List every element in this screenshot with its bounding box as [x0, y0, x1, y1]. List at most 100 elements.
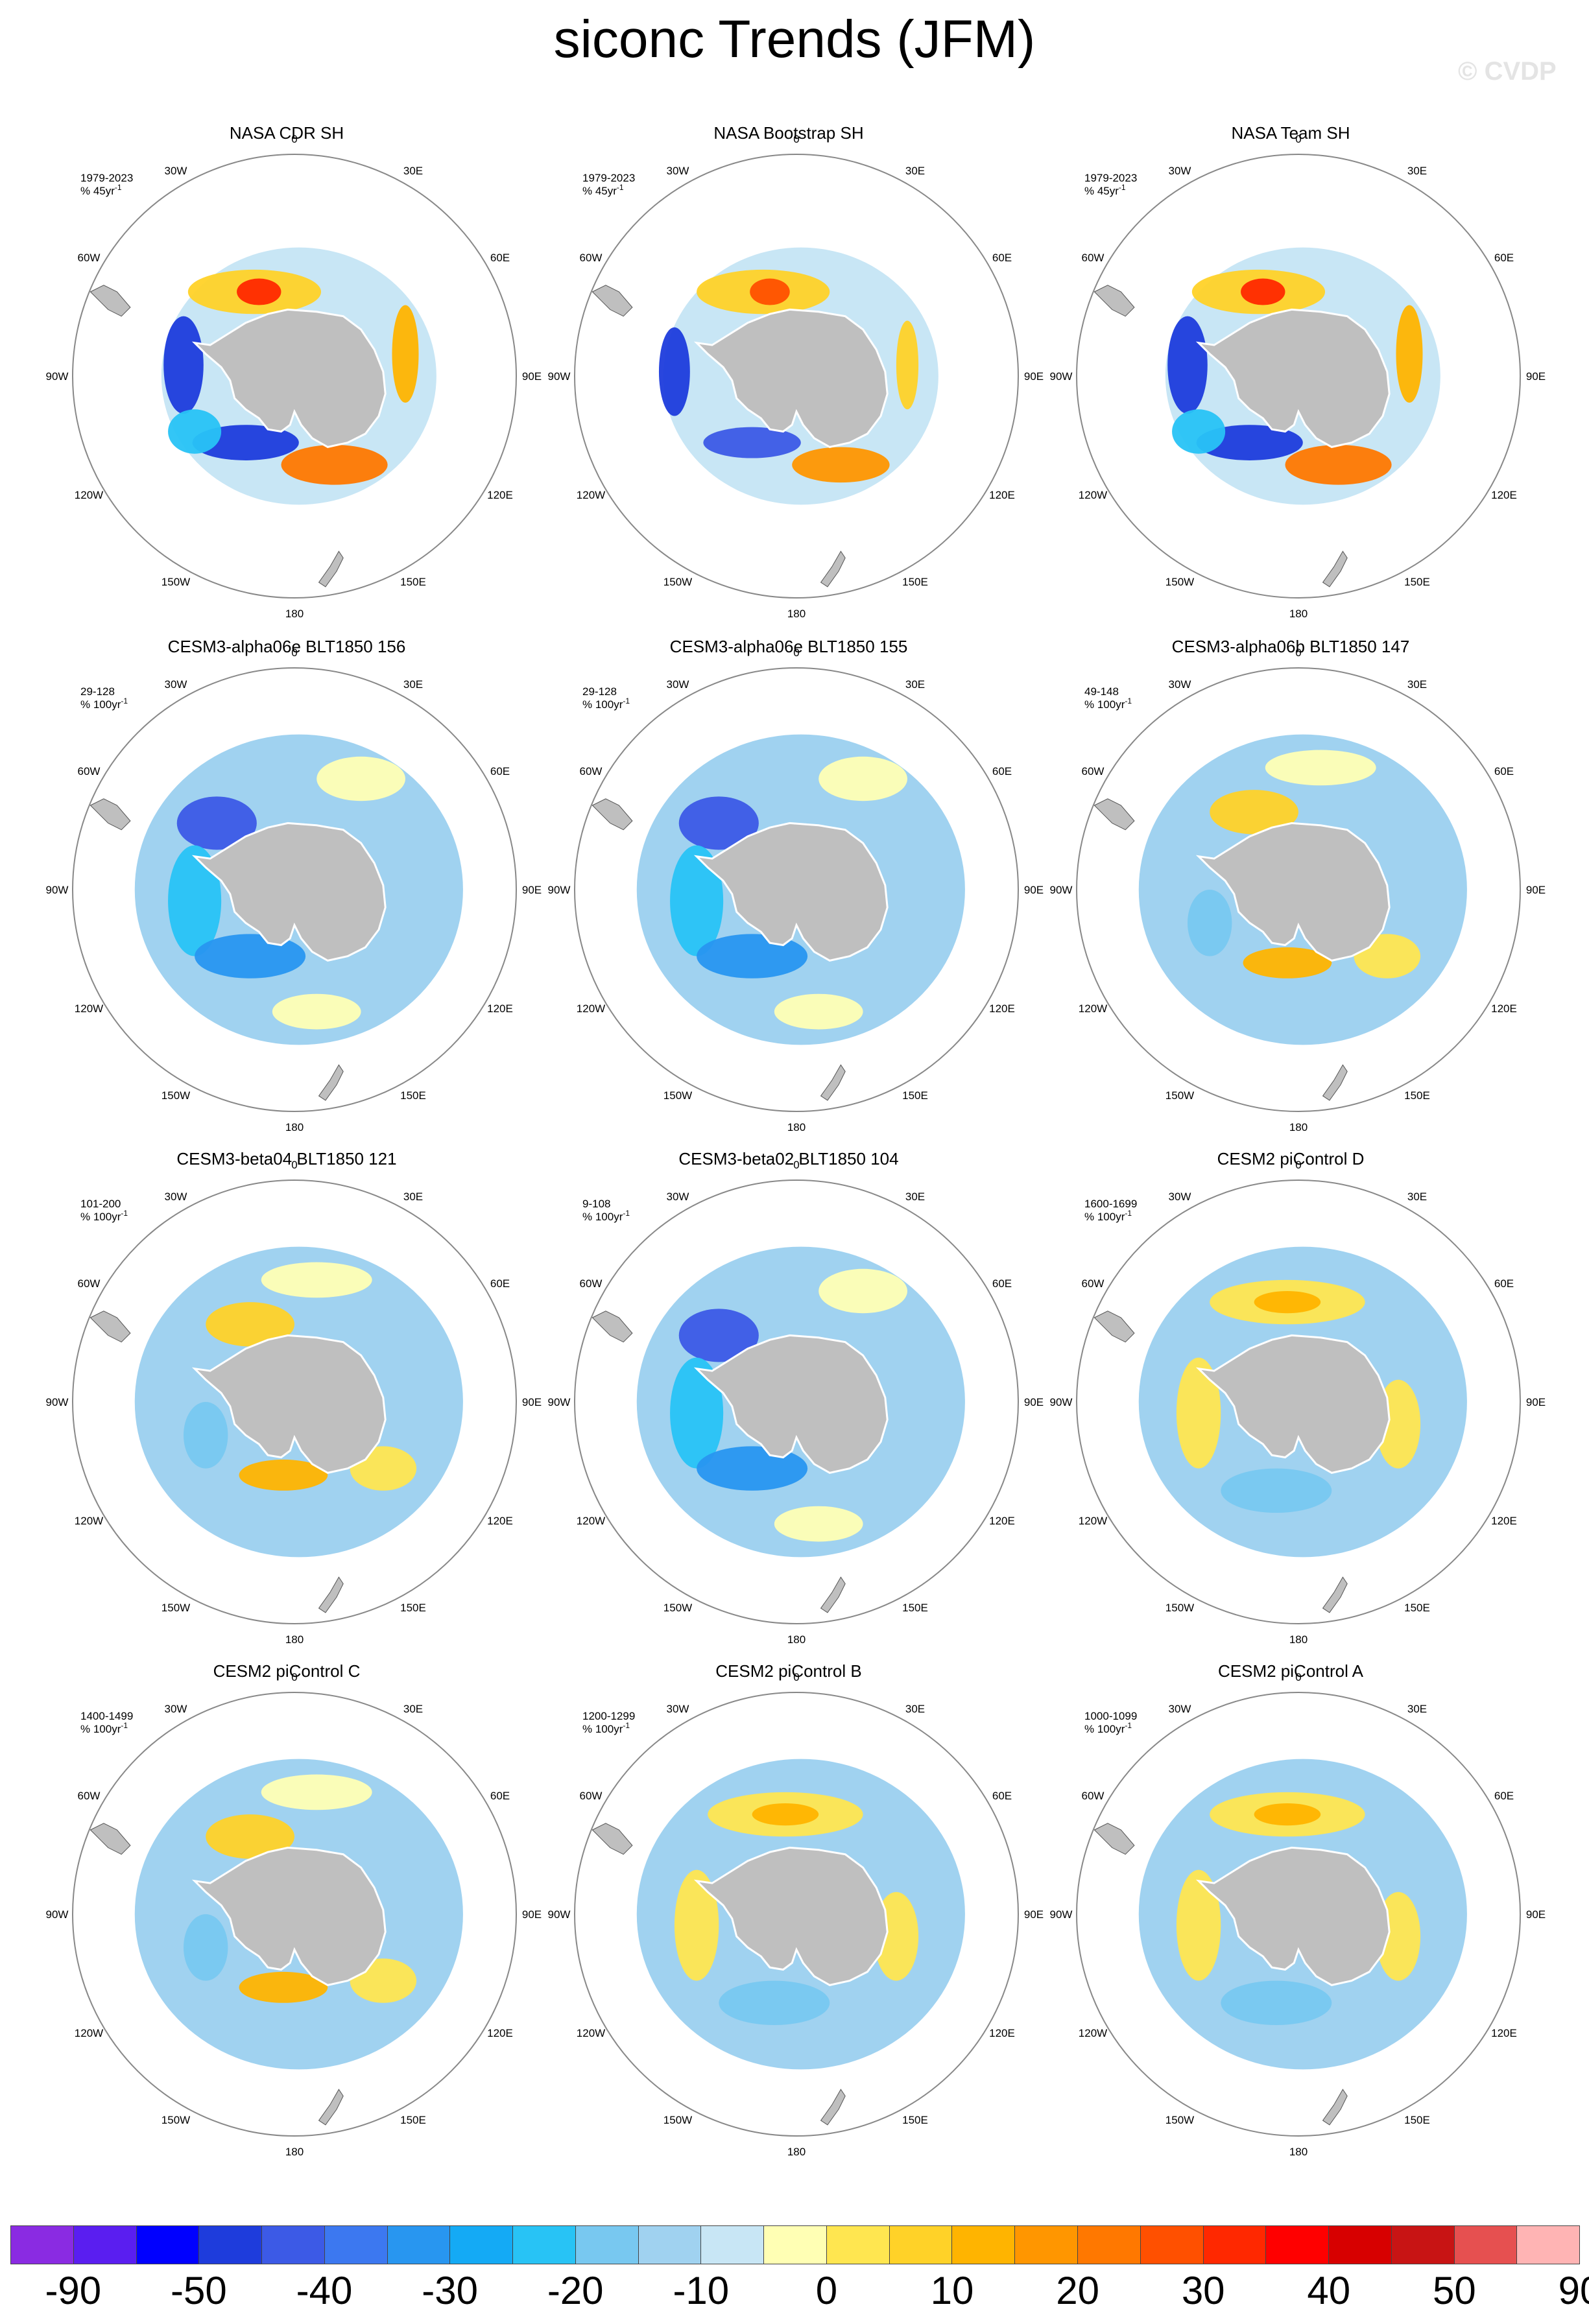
panel-period: 29-128 — [582, 685, 617, 698]
panel-units: % 100yr-1 — [1084, 696, 1132, 711]
trend-region — [1172, 409, 1226, 454]
longitude-label: 60W — [78, 765, 101, 777]
map-panel: CESM2 piControl D 1600-1699% 100yr-1 0 30E 6… — [1050, 1149, 1546, 1646]
panel-period: 1000-1099 — [1084, 1710, 1137, 1722]
trend-region — [206, 1302, 294, 1347]
longitude-label: 120W — [1079, 489, 1107, 501]
longitude-label: 150W — [161, 576, 190, 588]
longitude-label: 120E — [1491, 1515, 1517, 1527]
longitude-label: 180 — [787, 1633, 806, 1646]
trend-region — [392, 305, 419, 403]
longitude-label: 90W — [548, 884, 571, 896]
longitude-label: 150E — [400, 576, 426, 588]
colorbar-box — [826, 2226, 890, 2264]
trend-region — [1210, 790, 1298, 835]
longitude-label: 0 — [793, 1671, 799, 1683]
colorbar-tick-label: 10 — [930, 2269, 974, 2312]
colorbar-tick-label: 40 — [1307, 2269, 1351, 2312]
colorbar-tick-label: -50 — [171, 2269, 227, 2312]
longitude-label: 150W — [663, 1089, 692, 1102]
longitude-label: 30W — [1169, 1703, 1191, 1715]
longitude-label: 180 — [787, 1121, 806, 1133]
longitude-label: 90W — [548, 370, 571, 383]
new-zealand-landmass — [318, 551, 344, 587]
panel-title: CESM3-beta02 BLT1850 104 — [678, 1149, 898, 1168]
longitude-label: 90W — [1050, 1396, 1073, 1408]
trend-region — [670, 845, 724, 956]
longitude-label: 150E — [902, 576, 928, 588]
antarctica-landmass — [191, 308, 387, 448]
south-america-landmass — [591, 1310, 633, 1343]
colorbar-box — [1329, 2226, 1392, 2264]
panel-title: CESM3-alpha06e BLT1850 156 — [168, 637, 406, 656]
new-zealand-landmass — [820, 1064, 846, 1101]
antarctica-landmass — [693, 822, 889, 962]
panel-units: % 100yr-1 — [80, 696, 128, 711]
colorbar-tick-label: -10 — [673, 2269, 730, 2312]
longitude-label: 150E — [902, 1602, 928, 1614]
longitude-label: 120E — [989, 1002, 1015, 1015]
antarctica-landmass — [693, 1846, 889, 1986]
longitude-label: 60W — [78, 252, 101, 264]
longitude-label: 120W — [577, 2027, 605, 2039]
longitude-label: 90W — [46, 884, 69, 896]
trend-region — [678, 796, 759, 850]
longitude-label: 150E — [400, 2114, 426, 2126]
longitude-label: 60E — [992, 252, 1012, 264]
trend-region — [317, 756, 405, 801]
longitude-label: 90E — [1024, 1396, 1044, 1408]
longitude-label: 180 — [1289, 608, 1308, 620]
longitude-label: 90E — [1526, 370, 1546, 383]
longitude-label: 60E — [1494, 252, 1514, 264]
colorbar-box — [701, 2226, 765, 2264]
trend-region — [674, 1869, 719, 1981]
longitude-label: 180 — [285, 1121, 304, 1133]
longitude-label: 120E — [989, 1515, 1015, 1527]
longitude-label: 150W — [161, 1602, 190, 1614]
longitude-label: 150W — [1165, 2114, 1194, 2126]
longitude-label: 120E — [989, 2027, 1015, 2039]
longitude-label: 60W — [78, 1277, 101, 1290]
map-panel: CESM2 piControl B 1200-1299% 100yr-1 0 30E 6… — [548, 1661, 1044, 2158]
longitude-label: 30E — [905, 678, 925, 691]
south-america-landmass — [90, 1823, 131, 1855]
panel-title: CESM2 piControl C — [213, 1661, 361, 1681]
longitude-label: 150W — [1165, 576, 1194, 588]
longitude-label: 60W — [580, 1790, 603, 1802]
longitude-label: 90W — [548, 1908, 571, 1921]
longitude-label: 150E — [400, 1602, 426, 1614]
longitude-label: 150W — [1165, 1602, 1194, 1614]
longitude-label: 150E — [1404, 1602, 1430, 1614]
longitude-label: 30W — [1169, 165, 1191, 177]
longitude-label: 90W — [1050, 1908, 1073, 1921]
panel-units: % 45yr-1 — [582, 183, 624, 197]
new-zealand-landmass — [1322, 551, 1348, 587]
colorbar-box — [575, 2226, 639, 2264]
colorbar-box — [1517, 2226, 1580, 2264]
trend-region — [697, 1446, 808, 1491]
longitude-label: 120E — [487, 1002, 513, 1015]
panel-period: 1979-2023 — [582, 172, 635, 184]
longitude-label: 120W — [577, 1515, 605, 1527]
map-panel: CESM3-alpha06b BLT1850 147 49-148% 100yr-… — [1050, 637, 1546, 1133]
longitude-label: 30W — [165, 1191, 187, 1203]
longitude-label: 120W — [577, 1002, 605, 1015]
trend-region — [1176, 1357, 1221, 1469]
trend-region — [719, 1980, 830, 2025]
map-panel: CESM3-beta04 BLT1850 121 101-200% 100yr-1… — [46, 1149, 542, 1646]
antarctica-landmass — [1195, 1846, 1391, 1986]
longitude-label: 30E — [1407, 165, 1427, 177]
trend-region — [1254, 1803, 1321, 1826]
colorbar-tick-label: -30 — [422, 2269, 478, 2312]
colorbar-tick-label: 30 — [1181, 2269, 1225, 2312]
panel-units: % 100yr-1 — [80, 1721, 128, 1735]
longitude-label: 120E — [1491, 489, 1517, 501]
longitude-label: 180 — [787, 2146, 806, 2158]
trend-region — [168, 409, 222, 454]
panel-period: 1979-2023 — [1084, 172, 1137, 184]
longitude-label: 30W — [165, 165, 187, 177]
trend-region — [1167, 316, 1208, 414]
colorbar-box — [1454, 2226, 1518, 2264]
longitude-label: 90E — [1526, 1908, 1546, 1921]
longitude-label: 120W — [75, 1515, 103, 1527]
